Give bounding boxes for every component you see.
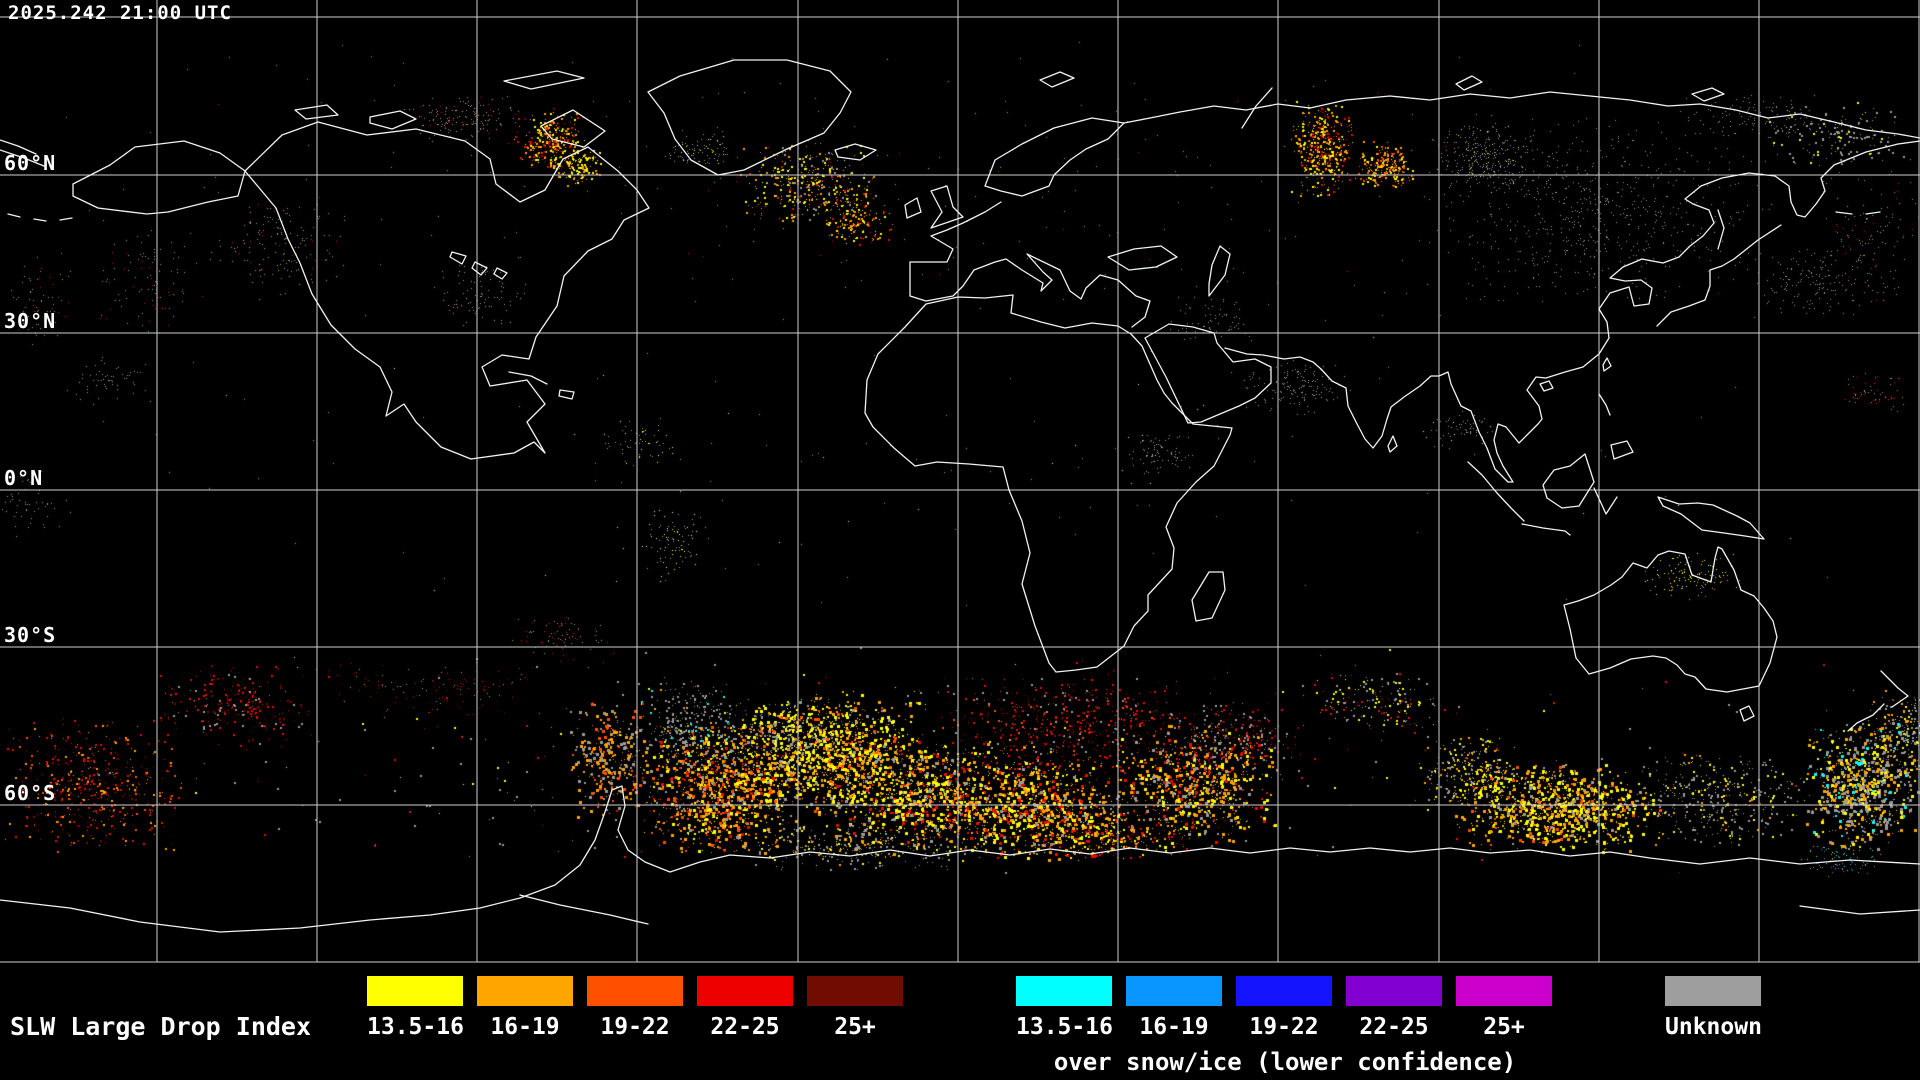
- coastline-ireland: [904, 197, 922, 219]
- graticule-grid: [0, 0, 1920, 963]
- legend-swatch: [587, 976, 683, 1006]
- legend-swatch-label: Unknown: [1665, 1014, 1762, 1040]
- legend-swatch: [807, 976, 903, 1006]
- coastline-chukotka-left-edge: [0, 139, 45, 167]
- coastline-kuriles: [1733, 224, 1782, 260]
- coastline-cuba: [508, 371, 575, 400]
- coastline-sulawesi: [1593, 487, 1618, 515]
- latitude-label: 30°S: [4, 623, 57, 647]
- legend-group-unknown: Unknown: [1665, 976, 1762, 1040]
- coastline-black-sea: [1107, 245, 1178, 271]
- legend-swatch: [1456, 976, 1552, 1006]
- coastline-madagascar: [1191, 571, 1226, 622]
- legend-swatch: [697, 976, 793, 1006]
- coastline-great-lakes: [449, 251, 508, 280]
- latitude-label: 30°N: [4, 309, 57, 333]
- coastline-new-guinea: [1657, 496, 1765, 540]
- latitude-label: 0°N: [4, 466, 44, 490]
- legend-swatch: [1236, 976, 1332, 1006]
- coastline-borneo: [1542, 453, 1595, 509]
- coastline-aleutians: [7, 211, 1881, 222]
- coastline-new-siberian-islands: [1691, 87, 1725, 102]
- coastline-victoria-island: [369, 110, 417, 130]
- latitude-label: 60°N: [4, 151, 57, 175]
- legend-swatch: [367, 976, 463, 1006]
- coastline-hainan: [1539, 380, 1554, 392]
- legend-group-snow-ice: 13.5-16 16-19 19-22 22-25 25+: [1016, 976, 1552, 1040]
- legend-swatch-label: 13.5-16: [1016, 1014, 1113, 1040]
- legend-swatch-label: 19-22: [1249, 1014, 1319, 1040]
- legend-swatch: [1346, 976, 1442, 1006]
- legend-item: 13.5-16: [367, 976, 464, 1040]
- legend-item: Unknown: [1665, 976, 1762, 1040]
- legend-item: 25+: [1456, 976, 1552, 1040]
- coastline-siberia-arctic: [1123, 91, 1920, 139]
- legend-item: 16-19: [1126, 976, 1222, 1040]
- coastline-iceland: [834, 143, 877, 161]
- coastline-svalbard: [1039, 71, 1075, 88]
- coastline-sri-lanka: [1387, 435, 1398, 453]
- coastline-scandinavia: [984, 117, 1125, 197]
- legend-item: 22-25: [1346, 976, 1442, 1040]
- legend-swatch-label: 25+: [1483, 1014, 1525, 1040]
- legend-title: SLW Large Drop Index: [10, 1012, 312, 1041]
- legend-item: 16-19: [477, 976, 573, 1040]
- coastline-baffin-island: [540, 109, 606, 148]
- coastline-sakhalin: [1717, 209, 1725, 250]
- coastline-asia-south: [1224, 140, 1920, 483]
- legend-item: 25+: [807, 976, 903, 1040]
- coastline-alaska: [72, 140, 246, 215]
- legend-item: 13.5-16: [1016, 976, 1113, 1040]
- coastline-ellesmere-island: [503, 70, 585, 90]
- coastline-banks-island: [294, 104, 339, 120]
- legend-swatch: [1665, 976, 1761, 1006]
- legend-swatch: [477, 976, 573, 1006]
- legend-swatch: [1126, 976, 1222, 1006]
- legend-group-standard: 13.5-16 16-19 19-22 22-25 25+: [367, 976, 903, 1040]
- coastline-severnaya-zemlya: [1455, 75, 1483, 91]
- latitude-label: 60°S: [4, 781, 57, 805]
- coastline-tasmania: [1739, 705, 1755, 722]
- legend-swatch-label: 16-19: [490, 1014, 560, 1040]
- coastline-arabia: [1144, 323, 1272, 424]
- coastline-australia: [1563, 546, 1778, 693]
- coastlines: [0, 59, 1920, 933]
- legend-swatch-label: 25+: [834, 1014, 876, 1040]
- coastline-antarctic-shelf: [519, 894, 1920, 925]
- coastline-japan: [1656, 258, 1735, 327]
- coastline-novaya-zemlya: [1241, 87, 1273, 129]
- legend-item: 19-22: [587, 976, 683, 1040]
- coastline-new-zealand: [1847, 670, 1909, 732]
- coastline-antarctica: [0, 785, 1920, 933]
- legend-swatch-label: 22-25: [1359, 1014, 1429, 1040]
- coastline-sumatra: [1467, 461, 1525, 522]
- coastline-greenland: [647, 59, 852, 176]
- coastline-philippines: [1598, 393, 1634, 460]
- legend-swatch: [1016, 976, 1112, 1006]
- legend-item: 22-25: [697, 976, 793, 1040]
- coastline-taiwan: [1602, 357, 1612, 372]
- coastline-europe: [909, 201, 1151, 328]
- legend-swatch-label: 22-25: [710, 1014, 780, 1040]
- coastline-north-america: [244, 121, 650, 460]
- legend-swatch-label: 19-22: [600, 1014, 670, 1040]
- legend-item: 19-22: [1236, 976, 1332, 1040]
- coastline-uk: [930, 185, 964, 229]
- coastline-africa: [864, 294, 1233, 673]
- legend-swatch-label: 16-19: [1139, 1014, 1209, 1040]
- coastline-java: [1521, 523, 1571, 536]
- legend-snow-ice-caption: over snow/ice (lower confidence): [1053, 1048, 1517, 1076]
- legend-swatch-label: 13.5-16: [367, 1014, 464, 1040]
- coastline-caspian-sea: [1208, 245, 1231, 297]
- timestamp-label: 2025.242 21:00 UTC: [8, 2, 232, 24]
